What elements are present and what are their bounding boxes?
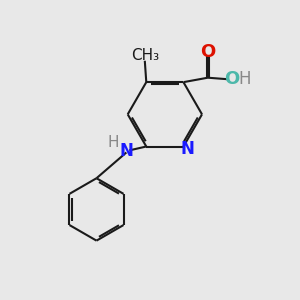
Text: N: N bbox=[181, 140, 195, 158]
Text: CH₃: CH₃ bbox=[131, 48, 159, 63]
Text: H: H bbox=[108, 135, 119, 150]
Text: O: O bbox=[225, 70, 240, 88]
Text: H: H bbox=[239, 70, 251, 88]
Text: O: O bbox=[200, 43, 215, 61]
Text: N: N bbox=[119, 142, 133, 160]
